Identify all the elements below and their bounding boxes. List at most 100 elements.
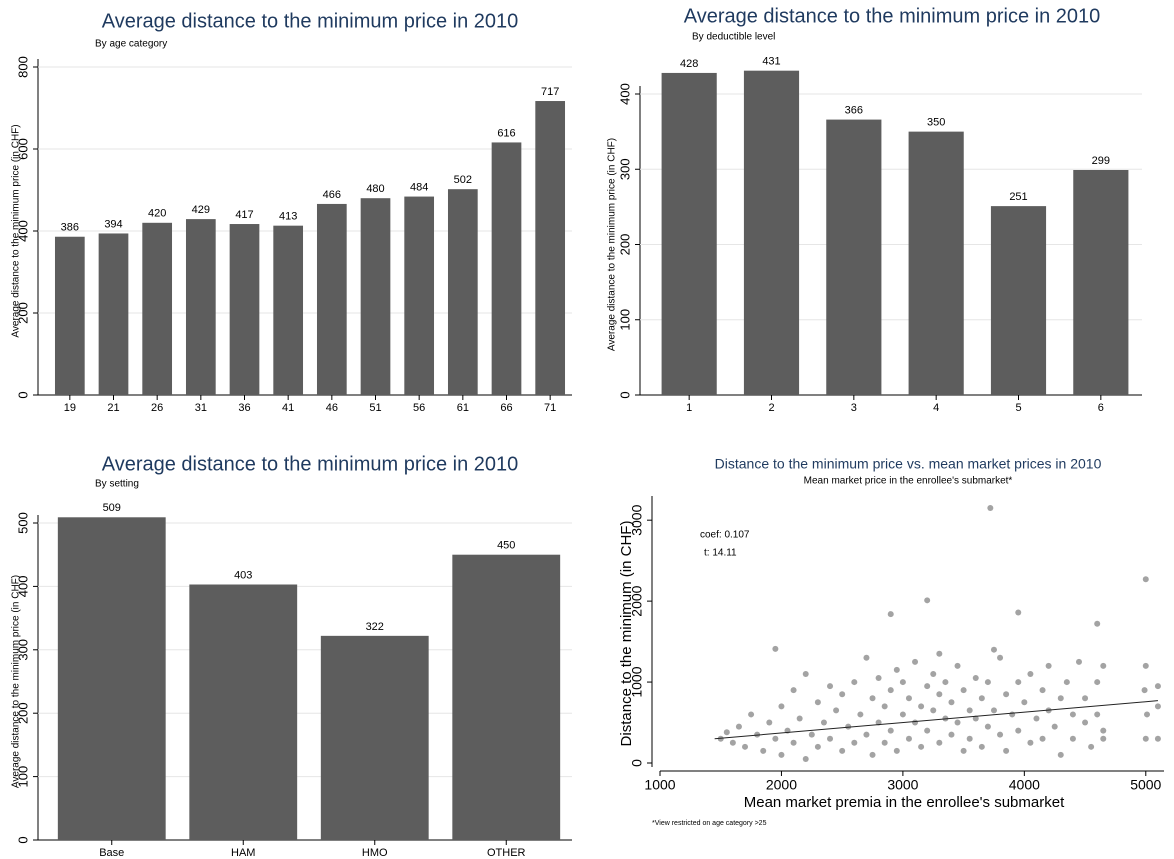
bar: [908, 131, 964, 395]
scatter-point: [1143, 711, 1150, 718]
value-label: 322: [366, 621, 384, 633]
bar: [54, 236, 85, 395]
scatter-point: [1051, 723, 1058, 730]
chart-subtitle: Mean market price in the enrollee's subm…: [804, 476, 1013, 487]
y-axis-label: Average distance to the minimum price (i…: [607, 138, 618, 351]
scatter-point: [1063, 679, 1070, 686]
x-tick-label: OTHER: [487, 847, 526, 859]
x-tick-label: 71: [544, 402, 556, 414]
scatter-point: [808, 731, 815, 738]
y-tick-label: 0: [617, 391, 632, 398]
scatter-point: [990, 646, 997, 653]
scatter-point: [1021, 699, 1028, 706]
scatter-point: [1082, 719, 1089, 726]
scatter-point: [936, 739, 943, 746]
y-tick-label: 300: [15, 639, 30, 661]
bar: [142, 222, 173, 395]
chart-title: Average distance to the minimum price in…: [102, 10, 519, 32]
scatter-point: [1154, 735, 1161, 742]
scatter-point: [1015, 609, 1022, 616]
y-tick-label: 500: [15, 512, 30, 534]
scatter-point: [960, 747, 967, 754]
annotation: coef: 0.107: [700, 530, 750, 541]
scatter-point: [924, 727, 931, 734]
scatter-point: [954, 719, 961, 726]
value-label: 484: [410, 181, 428, 193]
scatter-point: [802, 670, 809, 677]
scatter-point: [948, 699, 955, 706]
scatter-point: [1033, 715, 1040, 722]
scatter-point: [942, 679, 949, 686]
scatter-point: [869, 695, 876, 702]
scatter-point: [1015, 679, 1022, 686]
scatter-point: [766, 719, 773, 726]
y-tick-label: 100: [15, 766, 30, 788]
scatter-point: [851, 739, 858, 746]
value-label: 413: [279, 211, 297, 223]
scatter-point: [1094, 679, 1101, 686]
x-tick-label: 46: [326, 402, 338, 414]
scatter-point: [1045, 662, 1052, 669]
scatter-point: [814, 699, 821, 706]
scatter-point: [905, 695, 912, 702]
scatter-point: [936, 650, 943, 657]
scatter-point: [1003, 747, 1010, 754]
scatter-point: [790, 739, 797, 746]
value-label: 420: [148, 208, 166, 220]
value-label: 366: [845, 104, 863, 116]
scatter-point: [772, 735, 779, 742]
x-axis-label: Mean market premia in the enrollee's sub…: [744, 794, 1065, 811]
x-tick-label: 66: [500, 402, 512, 414]
scatter-point: [1142, 735, 1149, 742]
y-tick-label: 2000: [629, 585, 645, 616]
scatter-point: [899, 711, 906, 718]
chart-title: Distance to the minimum price vs. mean m…: [715, 456, 1102, 472]
scatter-point: [748, 711, 755, 718]
scatter-point: [1027, 739, 1034, 746]
x-tick-label: HAM: [231, 847, 255, 859]
value-label: 299: [1092, 155, 1110, 167]
x-tick-label: 31: [195, 402, 207, 414]
scatter-point: [735, 723, 742, 730]
value-label: 431: [762, 56, 780, 68]
scatter-point: [760, 747, 767, 754]
y-tick-label: 200: [617, 234, 632, 256]
scatter-point: [875, 675, 882, 682]
value-label: 480: [366, 183, 384, 195]
scatter-point: [717, 735, 724, 742]
scatter-point: [1154, 683, 1161, 690]
scatter-point: [1057, 751, 1064, 758]
scatter-point: [930, 707, 937, 714]
x-tick-label: 61: [457, 402, 469, 414]
scatter-point: [857, 711, 864, 718]
bar: [57, 517, 166, 840]
scatter-point: [924, 597, 931, 604]
bar: [491, 142, 522, 395]
scatter-point: [814, 743, 821, 750]
x-tick-label: 5000: [1130, 777, 1161, 793]
y-tick-label: 200: [15, 302, 30, 324]
scatter-point: [997, 654, 1004, 661]
scatter-point: [802, 755, 809, 762]
bar: [826, 119, 882, 396]
x-tick-label: 2: [768, 402, 774, 414]
value-label: 386: [61, 222, 79, 234]
scatter-point: [796, 715, 803, 722]
scatter-point: [972, 715, 979, 722]
scatter-point: [1069, 735, 1076, 742]
scatter-point: [869, 751, 876, 758]
scatter-point: [827, 683, 834, 690]
bar: [990, 206, 1047, 395]
scatter-point: [887, 687, 894, 694]
y-tick-label: 200: [15, 702, 30, 724]
scatter-point: [1094, 620, 1101, 627]
chart-title: Average distance to the minimum price in…: [102, 453, 519, 475]
bar: [535, 101, 566, 395]
scatter-point: [966, 707, 973, 714]
y-tick-label: 3000: [629, 504, 645, 535]
y-tick-label: 300: [617, 158, 632, 180]
bar: [316, 203, 347, 395]
scatter-point: [1039, 687, 1046, 694]
scatter-point: [1009, 711, 1016, 718]
